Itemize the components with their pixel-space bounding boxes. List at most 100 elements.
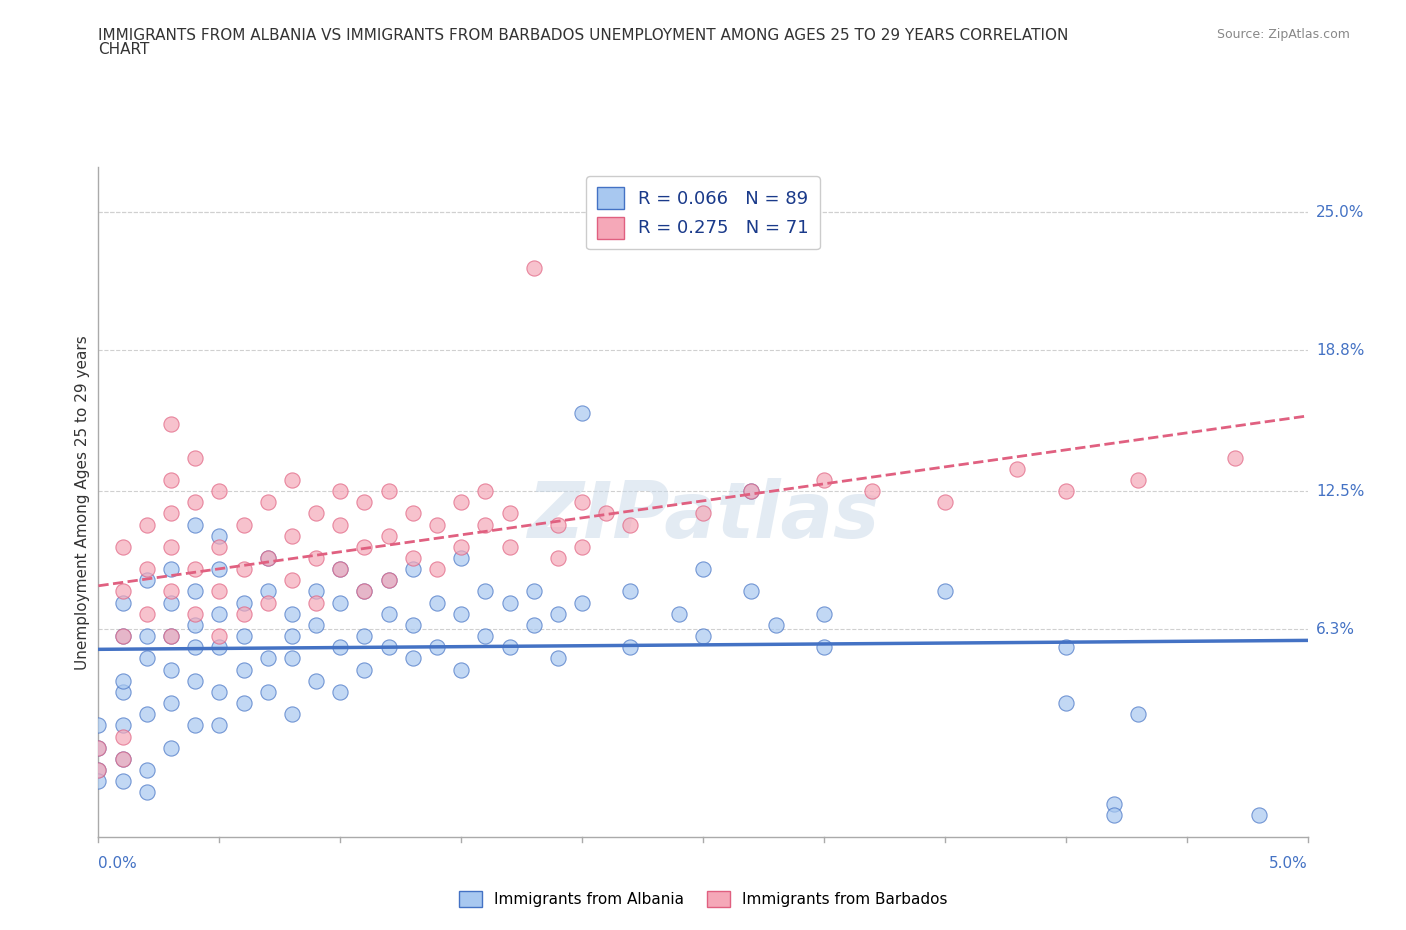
Point <box>426 517 449 532</box>
Point <box>208 718 231 733</box>
Point <box>160 472 183 487</box>
Point <box>668 606 690 621</box>
Point <box>305 551 328 565</box>
Point <box>353 662 375 677</box>
Point <box>1054 640 1077 655</box>
Point <box>377 640 399 655</box>
Legend: Immigrants from Albania, Immigrants from Barbados: Immigrants from Albania, Immigrants from… <box>453 884 953 913</box>
Point <box>692 629 714 644</box>
Point <box>135 763 157 777</box>
Point <box>498 640 520 655</box>
Point <box>232 595 254 610</box>
Point <box>135 707 157 722</box>
Point <box>160 562 183 577</box>
Point <box>498 595 520 610</box>
Text: Source: ZipAtlas.com: Source: ZipAtlas.com <box>1216 28 1350 41</box>
Point <box>184 562 207 577</box>
Point <box>160 595 183 610</box>
Point <box>256 651 278 666</box>
Text: 12.5%: 12.5% <box>1316 484 1364 498</box>
Point <box>547 551 569 565</box>
Point <box>281 707 304 722</box>
Point <box>692 506 714 521</box>
Point <box>329 562 352 577</box>
Point <box>353 495 375 510</box>
Point <box>111 629 134 644</box>
Point <box>87 763 110 777</box>
Point <box>692 562 714 577</box>
Text: CHART: CHART <box>98 42 150 57</box>
Point <box>208 606 231 621</box>
Point <box>498 506 520 521</box>
Point <box>184 517 207 532</box>
Point <box>474 484 496 498</box>
Point <box>305 618 328 632</box>
Point <box>426 640 449 655</box>
Point <box>377 484 399 498</box>
Point <box>184 495 207 510</box>
Point <box>523 584 546 599</box>
Point <box>329 640 352 655</box>
Point <box>184 584 207 599</box>
Point <box>619 584 641 599</box>
Text: IMMIGRANTS FROM ALBANIA VS IMMIGRANTS FROM BARBADOS UNEMPLOYMENT AMONG AGES 25 T: IMMIGRANTS FROM ALBANIA VS IMMIGRANTS FR… <box>98 28 1069 43</box>
Point <box>256 551 278 565</box>
Point <box>329 517 352 532</box>
Point <box>232 629 254 644</box>
Point <box>208 684 231 699</box>
Point <box>1128 472 1150 487</box>
Point <box>87 718 110 733</box>
Point <box>184 718 207 733</box>
Point <box>160 740 183 755</box>
Text: 5.0%: 5.0% <box>1268 856 1308 870</box>
Point <box>160 506 183 521</box>
Point <box>740 584 762 599</box>
Point <box>450 539 472 554</box>
Point <box>256 495 278 510</box>
Point <box>208 629 231 644</box>
Point <box>450 495 472 510</box>
Point <box>402 562 425 577</box>
Point <box>402 618 425 632</box>
Point <box>208 539 231 554</box>
Point <box>571 405 593 420</box>
Legend: R = 0.066   N = 89, R = 0.275   N = 71: R = 0.066 N = 89, R = 0.275 N = 71 <box>586 177 820 249</box>
Point <box>184 673 207 688</box>
Point <box>256 684 278 699</box>
Point <box>111 751 134 766</box>
Point <box>1102 807 1125 822</box>
Point <box>402 551 425 565</box>
Text: ZIPatlas: ZIPatlas <box>527 478 879 553</box>
Point <box>87 740 110 755</box>
Point <box>474 584 496 599</box>
Point <box>160 662 183 677</box>
Point <box>135 651 157 666</box>
Point <box>426 595 449 610</box>
Point <box>1102 796 1125 811</box>
Point <box>111 539 134 554</box>
Point <box>135 629 157 644</box>
Point <box>571 595 593 610</box>
Point <box>160 584 183 599</box>
Point <box>595 506 617 521</box>
Point <box>353 584 375 599</box>
Point <box>547 517 569 532</box>
Point <box>160 417 183 432</box>
Point <box>111 673 134 688</box>
Point <box>305 673 328 688</box>
Point <box>474 517 496 532</box>
Point <box>426 562 449 577</box>
Point <box>135 517 157 532</box>
Text: 25.0%: 25.0% <box>1316 205 1364 219</box>
Point <box>740 484 762 498</box>
Point <box>571 539 593 554</box>
Point <box>523 260 546 275</box>
Point <box>450 551 472 565</box>
Point <box>281 629 304 644</box>
Point <box>377 606 399 621</box>
Y-axis label: Unemployment Among Ages 25 to 29 years: Unemployment Among Ages 25 to 29 years <box>75 335 90 670</box>
Point <box>160 696 183 711</box>
Point <box>135 573 157 588</box>
Point <box>305 506 328 521</box>
Point <box>87 774 110 789</box>
